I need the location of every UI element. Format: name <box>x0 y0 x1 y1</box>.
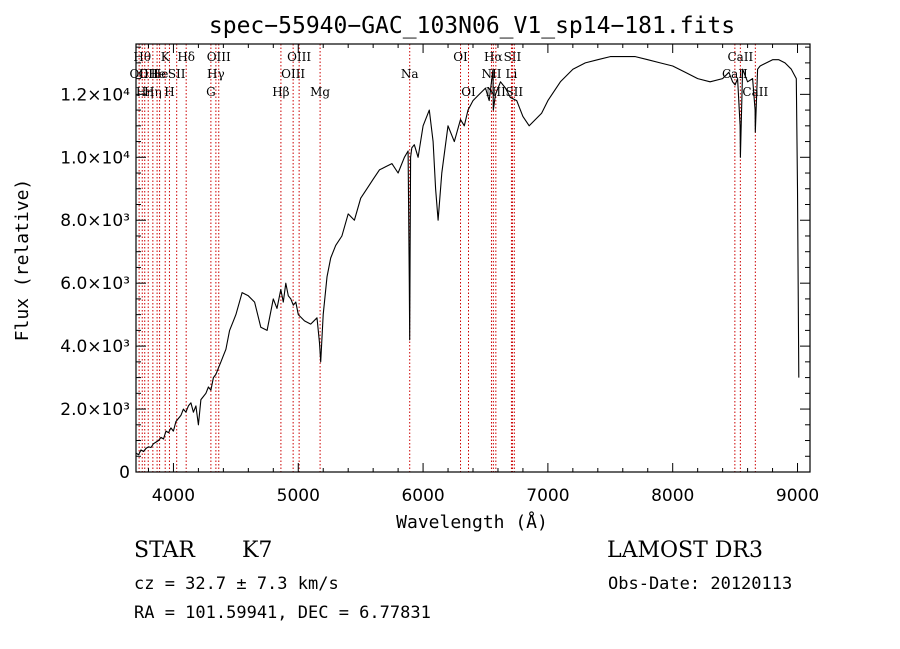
spectral-line-label: OIII <box>281 67 305 81</box>
spectral-line-label: Mg <box>310 85 330 99</box>
plot-frame <box>135 43 811 473</box>
spectral-line-label: NII <box>481 67 501 81</box>
spectral-line-label: He <box>151 67 169 81</box>
spectral-line-label: Hα <box>484 50 503 64</box>
spectral-line-markers: OIIHθHηOIIHηHeHeKHSIIHδGHγOIIIHβOIIIOIII… <box>129 44 768 472</box>
spectral-line-label: Li <box>506 67 518 81</box>
redshift-velocity: cz = 32.7 ± 7.3 km/s <box>134 574 339 594</box>
spectral-line-label: Hδ <box>177 50 195 64</box>
x-tick-label: 8000 <box>651 486 694 506</box>
object-subclass: K7 <box>242 538 273 563</box>
spectral-line-label: H <box>164 85 174 99</box>
ra-dec-coordinates: RA = 101.59941, DEC = 6.77831 <box>134 603 431 623</box>
spectral-line-label: SII <box>505 85 523 99</box>
spectral-line-label: Na <box>401 67 419 81</box>
series-line-spectrum <box>135 56 800 456</box>
spectral-line-label: OII <box>139 67 159 81</box>
y-axis-label: Flux (relative) <box>12 179 33 342</box>
spectral-line-label: OI <box>461 85 476 99</box>
spectral-line-label: CaII <box>742 85 768 99</box>
y-tick-label: 4.0×10³ <box>60 337 130 357</box>
x-tick-label: 6000 <box>401 486 444 506</box>
spectral-line-label: CaII <box>727 50 753 64</box>
x-tick-label: 5000 <box>277 486 320 506</box>
spectral-line-label: OIII <box>287 50 311 64</box>
x-tick-label: 9000 <box>776 486 819 506</box>
spectral-line-label: SII <box>168 67 186 81</box>
spectral-line-label: OIII <box>207 50 231 64</box>
x-tick-label: 4000 <box>152 486 195 506</box>
y-tick-label: 2.0×10³ <box>60 400 130 420</box>
observation-date: Obs-Date: 20120113 <box>608 574 793 594</box>
spectral-line-label: Hθ <box>133 50 151 64</box>
spectral-line-label: CaII <box>722 67 748 81</box>
chart-title: spec−55940−GAC_103N06_V1_sp14−181.fits <box>209 13 735 39</box>
spectrum-series <box>135 56 800 456</box>
spectral-line-label: G <box>206 85 216 99</box>
survey-name: LAMOST DR3 <box>607 538 763 563</box>
spectral-line-label: OII <box>129 67 149 81</box>
spectral-line-label: Hη <box>136 85 154 99</box>
y-tick-label: 1.2×10⁴ <box>60 85 130 105</box>
spectral-line-label: Hγ <box>207 67 225 81</box>
y-tick-label: 0 <box>119 463 130 483</box>
axis-ticks: 4000 5000 6000 7000 8000 9000 0 2.0×10³ 4.0×10³ 6… <box>60 44 819 506</box>
spectral-line-label: OI <box>453 50 468 64</box>
spectral-line-label: He <box>148 67 166 81</box>
x-tick-label: 7000 <box>526 486 569 506</box>
spectral-line-label: Hη <box>144 85 162 99</box>
spectral-line-label: SII <box>504 50 522 64</box>
spectral-line-label: Hβ <box>272 85 289 99</box>
spectral-line-label: K <box>161 50 171 64</box>
y-tick-label: 1.0×10⁴ <box>60 148 130 168</box>
object-type: STAR <box>134 538 195 563</box>
y-tick-label: 8.0×10³ <box>60 211 130 231</box>
x-axis-label: Wavelength (Å) <box>396 511 548 533</box>
y-tick-label: 6.0×10³ <box>60 274 130 294</box>
